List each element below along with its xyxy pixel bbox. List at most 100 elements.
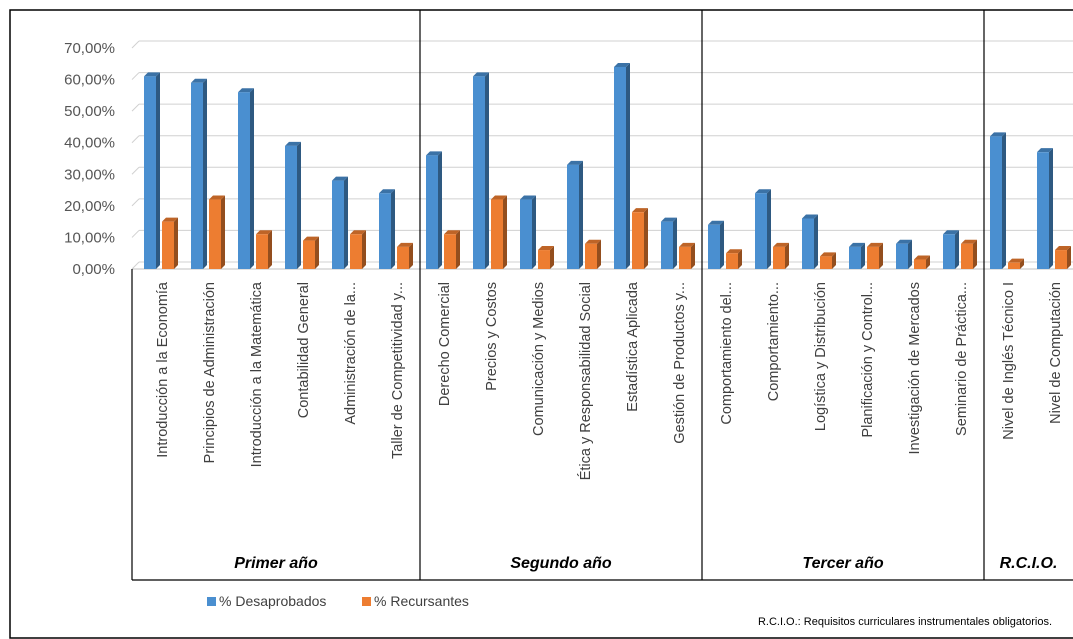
bar-top <box>914 255 930 260</box>
bar-front <box>943 234 955 269</box>
y-tick-label: 30,00% <box>64 166 115 183</box>
bar-top <box>397 242 413 247</box>
bar-side <box>1002 132 1006 269</box>
bar-recursantes <box>961 239 977 269</box>
legend-swatch <box>207 597 216 606</box>
bar-front <box>867 246 879 269</box>
y-tick-label: 50,00% <box>64 103 115 120</box>
category-label: Contabilidad General <box>296 282 312 418</box>
legend: % Desaprobados % Recursantes <box>207 593 469 609</box>
bar-front <box>444 234 456 269</box>
bar-front <box>285 145 297 269</box>
bar-side <box>908 239 912 269</box>
gridline-depth <box>131 40 140 49</box>
bar-recursantes <box>538 246 554 269</box>
bar-front <box>755 193 767 269</box>
bar-top <box>632 208 648 213</box>
category-label: Investigación de Mercados <box>907 282 923 455</box>
bar-desaprobados <box>332 176 348 269</box>
category-label: Nivel de Computación <box>1048 282 1064 424</box>
bar-front <box>162 221 174 269</box>
bar-side <box>738 249 742 269</box>
bar-front <box>567 164 579 269</box>
bar-front <box>379 193 391 269</box>
category-label: Seminario de Práctica... <box>954 282 970 436</box>
bar-top <box>896 239 912 244</box>
category-label: Logística y Distribución <box>813 282 829 431</box>
category-label: Administración de la... <box>343 282 359 425</box>
bar-side <box>438 151 442 269</box>
bar-desaprobados <box>802 214 818 269</box>
bar-side <box>297 141 301 269</box>
bar-front <box>990 136 1002 269</box>
bar-desaprobados <box>379 189 395 269</box>
bar-side <box>456 230 460 269</box>
bar-side <box>156 72 160 270</box>
bar-side <box>832 252 836 269</box>
bar-top <box>144 72 160 77</box>
bar-top <box>755 189 771 194</box>
category-label: Estadística Aplicada <box>625 281 641 412</box>
bar-front <box>1008 262 1020 269</box>
category-label: Principios de Administración <box>202 282 218 463</box>
legend-label: % Desaprobados <box>219 593 326 609</box>
category-label: Gestión de Productos y... <box>672 282 688 444</box>
bar-front <box>303 240 315 269</box>
bar-top <box>256 230 272 235</box>
bar-recursantes <box>209 195 225 269</box>
bar-top <box>538 246 554 251</box>
bar-side <box>203 78 207 269</box>
bar-side <box>391 189 395 269</box>
legend-swatch <box>362 597 371 606</box>
bar-top <box>820 252 836 257</box>
bar-desaprobados <box>849 242 865 269</box>
bar-front <box>144 76 156 270</box>
bar-front <box>332 180 344 269</box>
gridline-depth <box>131 72 140 80</box>
bar-recursantes <box>679 242 695 269</box>
bar-top <box>726 249 742 254</box>
bar-side <box>344 176 348 269</box>
category-label: Comportamiento del... <box>719 282 735 425</box>
bar-recursantes <box>585 239 601 269</box>
bar-recursantes <box>632 208 648 269</box>
bar-front <box>256 234 268 269</box>
bar-top <box>491 195 507 200</box>
bar-side <box>485 72 489 270</box>
bar-front <box>397 246 409 269</box>
bar-recursantes <box>726 249 742 269</box>
bar-top <box>1055 246 1071 251</box>
bar-recursantes <box>491 195 507 269</box>
bar-side <box>362 230 366 269</box>
bar-desaprobados <box>661 217 677 269</box>
bar-front <box>209 199 221 269</box>
bar-front <box>896 243 908 269</box>
bar-desaprobados <box>755 189 771 269</box>
bar-front <box>350 234 362 269</box>
bar-recursantes <box>1055 246 1071 269</box>
bar-front <box>473 76 485 270</box>
category-label: Taller de Competitividad y... <box>390 282 406 459</box>
bar-side <box>221 195 225 269</box>
bar-top <box>1008 258 1024 263</box>
bar-side <box>626 62 630 269</box>
bar-top <box>303 236 319 241</box>
bar-recursantes <box>350 230 366 269</box>
bar-side <box>861 242 865 269</box>
gridline-depth <box>131 166 140 175</box>
y-axis-ticks: 0,00% 10,00% 20,00% 30,00% 40,00% 50,00% 60,00… <box>64 40 115 278</box>
category-label: Planificación y Control... <box>860 282 876 438</box>
bar-top <box>520 195 536 200</box>
bar-side <box>1049 148 1053 269</box>
bar-top <box>473 72 489 77</box>
bar-recursantes <box>256 230 272 269</box>
bar-side <box>174 217 178 269</box>
bar-top <box>191 78 207 83</box>
bar-top <box>350 230 366 235</box>
bar-desaprobados <box>1037 148 1053 269</box>
group-label: R.C.I.O. <box>1000 555 1058 572</box>
y-tick-label: 20,00% <box>64 198 115 215</box>
bar-side <box>879 242 883 269</box>
bar-side <box>973 239 977 269</box>
bar-top <box>332 176 348 181</box>
